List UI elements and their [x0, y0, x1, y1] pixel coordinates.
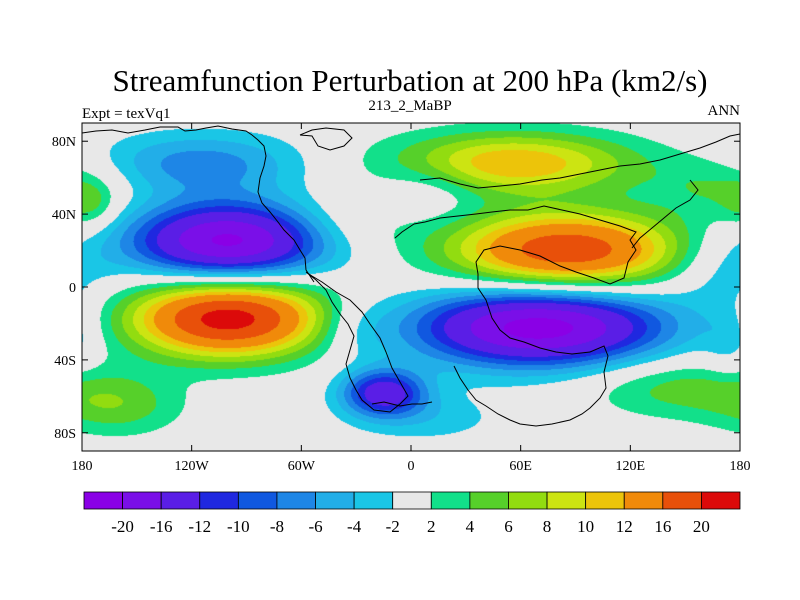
x-tick-label: 120W — [175, 459, 210, 474]
colorbar-label: 10 — [577, 517, 594, 536]
x-tick-label: 180 — [72, 459, 93, 474]
colorbar-label: 6 — [504, 517, 513, 536]
x-tick-label: 120E — [616, 459, 646, 474]
colorbar-swatch — [546, 491, 587, 510]
right-label: ANN — [708, 103, 741, 119]
colorbar-label: -2 — [386, 517, 400, 536]
x-axis: 180 120W 60W 0 60E 120E 180 — [72, 123, 751, 474]
contour-plot: 180 120W 60W 0 60E 120E 180 80N 40N 0 40S 80S — [52, 122, 751, 474]
colorbar-swatch — [662, 491, 702, 510]
colorbar-label: 4 — [466, 517, 475, 536]
coastline-north-america — [81, 125, 315, 283]
streamfunction-field — [82, 123, 740, 451]
center-label: 213_2_MaBP — [368, 98, 451, 114]
colorbar-label: 16 — [654, 517, 671, 536]
colorbar-swatch — [276, 491, 316, 510]
coastline-south-america — [305, 271, 409, 413]
x-tick-label: 0 — [408, 459, 415, 474]
left-label: Expt = texVq1 — [82, 106, 170, 122]
colorbar-label: 2 — [427, 517, 436, 536]
y-tick-label: 40N — [52, 208, 76, 223]
colorbar-swatch — [469, 491, 509, 510]
coastline-asia-pacific — [631, 179, 699, 249]
colorbar-label: -20 — [111, 517, 134, 536]
colorbar-swatch — [585, 491, 625, 510]
colorbar-swatch — [353, 491, 394, 510]
colorbar-label: -4 — [347, 517, 362, 536]
coastline-antarctic-peninsula — [371, 401, 433, 407]
colorbar-label: -16 — [150, 517, 173, 536]
colorbar-swatch — [701, 491, 741, 510]
coastline-greenland — [299, 127, 353, 151]
coastline-europe-africa — [394, 205, 637, 427]
colorbar-swatch — [83, 491, 123, 510]
y-tick-label: 0 — [69, 281, 76, 296]
colorbar-swatch — [160, 491, 201, 510]
colorbar-label: -12 — [188, 517, 211, 536]
colorbar-label: -8 — [270, 517, 284, 536]
colorbar-swatch — [199, 491, 239, 510]
colorbar-label: -6 — [308, 517, 322, 536]
y-tick-label: 40S — [54, 354, 76, 369]
colorbar-label: 20 — [693, 517, 710, 536]
y-tick-label: 80N — [52, 135, 76, 150]
coastline-asia-north — [419, 133, 741, 189]
x-tick-label: 60E — [509, 459, 532, 474]
colorbar-label: 8 — [543, 517, 552, 536]
colorbar-label: 12 — [616, 517, 633, 536]
colorbar-swatch — [623, 491, 664, 510]
y-axis: 80N 40N 0 40S 80S — [52, 135, 740, 442]
chart-title: Streamfunction Perturbation at 200 hPa (… — [113, 63, 708, 98]
colorbar: -20 -16 -12 -10 -8 -6 -4 -2 2 4 6 8 10 12 16 20 — [83, 491, 741, 536]
coastlines — [81, 125, 741, 427]
y-tick-label: 80S — [54, 427, 76, 442]
colorbar-swatch — [122, 491, 162, 510]
colorbar-swatch — [430, 491, 471, 510]
colorbar-label: -10 — [227, 517, 250, 536]
x-tick-label: 60W — [288, 459, 316, 474]
colorbar-swatch — [392, 491, 432, 510]
x-tick-label: 180 — [730, 459, 751, 474]
colorbar-swatch — [508, 491, 548, 510]
colorbar-swatch — [237, 491, 278, 510]
colorbar-swatch — [315, 491, 355, 510]
